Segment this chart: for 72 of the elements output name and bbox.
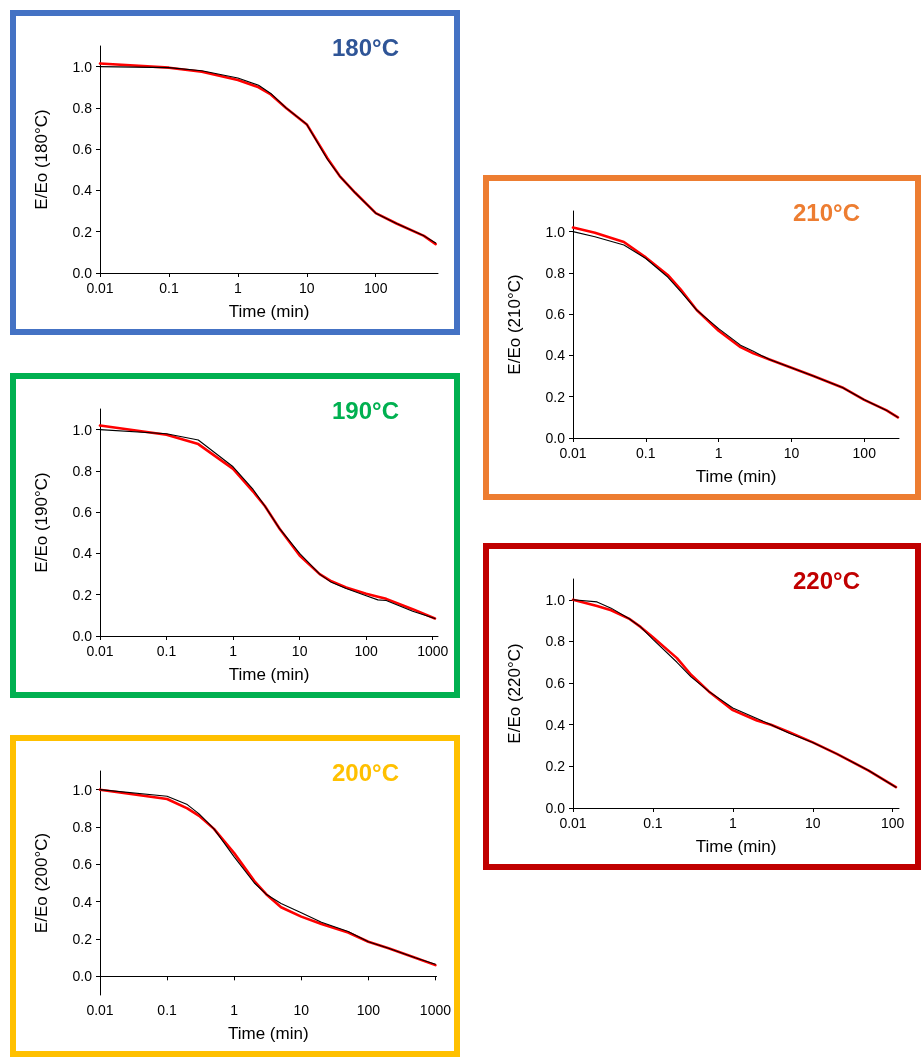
chart-title: 210°C: [793, 198, 861, 226]
x-tick-label: 0.01: [86, 280, 114, 296]
x-tick-label: 1000: [417, 643, 449, 659]
y-tick-label: 0.8: [72, 462, 93, 479]
x-tick-label: 0.01: [86, 1002, 114, 1018]
x-tick-label: 10: [299, 280, 315, 296]
x-axis-title: Time (min): [695, 837, 777, 856]
y-tick-label: 0.4: [72, 545, 93, 562]
y-tick-label: 0.4: [545, 716, 566, 733]
y-axis-title: E/Eo (210°C): [505, 274, 524, 375]
y-axis-title: E/Eo (190°C): [32, 472, 51, 573]
y-axis-title: E/Eo (220°C): [505, 643, 524, 744]
chart-title: 200°C: [332, 758, 400, 786]
y-tick-label: 0.0: [72, 265, 93, 281]
y-tick-label: 0.8: [545, 264, 566, 281]
y-tick-label: 0.2: [72, 931, 93, 947]
x-tick-label: 0.01: [559, 445, 587, 461]
x-tick-label: 1: [229, 643, 238, 659]
x-tick-label: 0.01: [86, 643, 114, 659]
y-tick-label: 1.0: [545, 591, 566, 608]
y-tick-label: 0.2: [545, 758, 566, 775]
x-tick-label: 1: [233, 280, 242, 296]
x-tick-label: 0.1: [157, 1002, 178, 1018]
x-tick-label: 0.1: [636, 445, 656, 461]
y-tick-label: 0.8: [545, 633, 566, 650]
x-tick-label: 1: [230, 1002, 239, 1018]
y-tick-label: 0.6: [72, 856, 93, 873]
y-tick-label: 1.0: [72, 781, 93, 798]
y-tick-label: 0.2: [72, 586, 93, 603]
x-tick-label: 100: [354, 643, 379, 659]
x-tick-label: 0.1: [156, 643, 177, 659]
x-axis-title: Time (min): [695, 467, 777, 486]
x-tick-label: 10: [783, 445, 800, 461]
x-tick-label: 0.01: [559, 815, 587, 831]
y-tick-label: 0.0: [72, 968, 93, 985]
y-tick-label: 1.0: [72, 58, 93, 75]
y-tick-label: 0.0: [72, 628, 93, 644]
y-tick-label: 0.6: [72, 141, 93, 158]
x-tick-label: 1: [728, 815, 737, 831]
y-axis-title: E/Eo (180°C): [32, 109, 51, 210]
x-tick-label: 1: [714, 445, 723, 461]
x-tick-label: 10: [804, 815, 821, 831]
y-tick-label: 0.6: [545, 306, 566, 323]
y-tick-label: 0.4: [72, 182, 93, 199]
x-axis-title: Time (min): [228, 665, 310, 684]
y-tick-label: 0.4: [545, 347, 566, 364]
x-axis-title: Time (min): [228, 302, 310, 321]
y-tick-label: 0.4: [72, 893, 93, 910]
y-tick-label: 0.8: [72, 99, 93, 116]
y-tick-label: 0.0: [545, 800, 566, 816]
y-tick-label: 0.2: [72, 223, 93, 240]
x-tick-label: 100: [880, 815, 905, 831]
y-tick-label: 0.6: [545, 675, 566, 692]
x-tick-label: 1000: [419, 1002, 452, 1018]
x-tick-label: 100: [364, 280, 388, 296]
x-tick-label: 100: [852, 445, 877, 461]
y-tick-label: 1.0: [72, 421, 93, 438]
x-tick-label: 0.1: [159, 280, 179, 296]
x-tick-label: 10: [291, 643, 308, 659]
y-tick-label: 0.0: [545, 430, 566, 446]
x-tick-label: 10: [293, 1002, 310, 1018]
y-tick-label: 1.0: [545, 223, 566, 240]
chart-title: 180°C: [332, 33, 400, 61]
x-axis-title: Time (min): [227, 1024, 309, 1043]
y-axis-title: E/Eo (200°C): [32, 832, 51, 934]
y-tick-label: 0.8: [72, 819, 93, 835]
x-tick-label: 100: [356, 1002, 381, 1018]
y-tick-label: 0.2: [545, 388, 566, 405]
chart-title: 220°C: [793, 566, 861, 594]
x-tick-label: 0.1: [643, 815, 663, 831]
y-tick-label: 0.6: [72, 504, 93, 521]
chart-title: 190°C: [332, 396, 400, 424]
